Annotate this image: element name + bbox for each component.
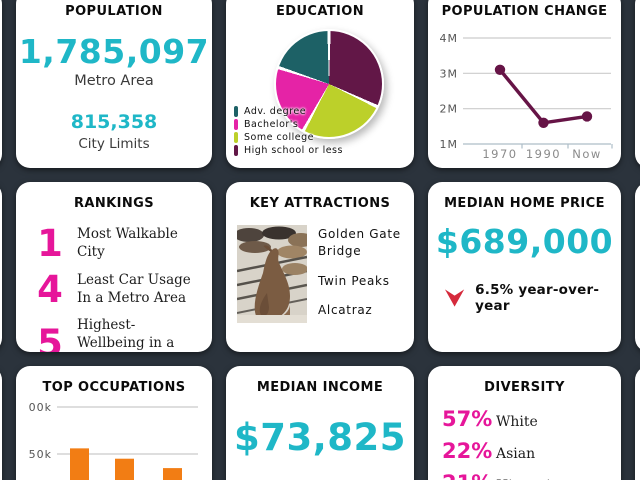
occupations-bar-chart: 00k 50k [29,401,198,480]
rankings-title: RANKINGS [74,196,154,211]
income-card: MEDIAN INCOME $73,825 [226,366,414,480]
legend-label: Bachelor's [244,119,299,130]
education-legend: Adv. degree Bachelor's Some college High… [234,105,343,157]
city-population-label: City Limits [78,135,150,152]
legend-swatch-high-school [234,145,238,156]
diversity-percent: 22% [442,439,493,463]
income-value: $73,825 [233,416,407,459]
x-tick-label: Now [572,147,602,161]
ranking-item: 4 Least Car Usage In a Metro Area [16,271,212,308]
sea-lions-photo [237,225,307,323]
diversity-title: DIVERSITY [484,380,565,395]
attractions-title: KEY ATTRACTIONS [249,196,391,211]
clipped-card-left-row3 [0,366,2,480]
diversity-label: Hispanic or Latino [496,478,607,480]
bar [163,468,182,480]
metro-population-label: Metro Area [74,72,154,89]
rankings-card: RANKINGS 1 Most Walkable City 4 Least Ca… [16,182,212,352]
legend-item: Some college [234,131,343,144]
ranking-label: Least Car Usage In a Metro Area [77,271,191,306]
home-price-value: $689,000 [435,222,614,261]
city-population-value: 815,358 [70,110,158,133]
legend-label: Adv. degree [244,106,307,117]
legend-item: Adv. degree [234,105,343,118]
x-tick-label: 1990 [526,147,561,161]
population-change-title: POPULATION CHANGE [441,4,608,19]
y-tick-label: 3M [440,67,459,80]
data-point [538,117,549,128]
legend-label: Some college [244,132,314,143]
clipped-card-right-row1 [635,0,640,168]
down-arrow-icon [444,289,465,307]
attractions-card: KEY ATTRACTIONS Golden Gate Bridge Twin … [226,182,414,352]
legend-item: Bachelor's [234,118,343,131]
diversity-label: Asian [496,446,536,462]
education-title: EDUCATION [275,4,365,19]
ranking-label: Most Walkable City [77,225,178,260]
diversity-card: DIVERSITY 57% White 22% Asian 21% Hispan… [428,366,621,480]
attraction-item: Alcatraz [318,303,373,318]
y-tick-label: 00k [29,401,52,414]
ranking-number: 5 [37,321,63,352]
legend-item: High school or less [234,144,343,157]
y-tick-label: 4M [440,32,459,45]
clipped-card-left-row1 [0,0,2,168]
home-price-title: MEDIAN HOME PRICE [444,196,605,211]
data-point [494,64,506,76]
diversity-item: 57% White [428,407,621,431]
occupations-card: TOP OCCUPATIONS 00k 50k [16,366,212,480]
bar [70,448,89,480]
diversity-percent: 57% [442,407,493,431]
x-tick-label: 1970 [482,147,517,161]
y-tick-label: 50k [29,448,52,461]
ranking-label: Highest-Wellbeing in a Metro Area [77,317,175,351]
home-price-card: MEDIAN HOME PRICE $689,000 6.5% year-ove… [428,182,621,352]
clipped-card-right-row3 [635,366,640,480]
population-title: POPULATION [65,4,163,19]
education-pie-chart [274,29,384,139]
diversity-percent: 21% [442,471,496,480]
ranking-item: 1 Most Walkable City [16,225,212,262]
legend-swatch-some-college [234,132,238,143]
diversity-label: White [496,414,538,430]
legend-swatch-bachelors [234,119,238,130]
clipped-card-left-row2 [0,182,2,352]
population-card: POPULATION 1,785,097 Metro Area 815,358 … [16,0,212,168]
diversity-item: 22% Asian [428,439,621,463]
education-card: EDUCATION Adv. degree Bachelor's Some co… [226,0,414,168]
ranking-number: 1 [37,222,63,265]
attraction-item: Twin Peaks [318,273,390,288]
attraction-item: Golden Gate Bridge [318,227,401,258]
population-change-line-chart: 4M 3M 2M 1M 1970 1990 Now [440,32,613,161]
population-change-card: POPULATION CHANGE 4M 3M 2M 1M 1970 1990 Now [428,0,621,168]
income-title: MEDIAN INCOME [256,380,384,395]
attractions-list: Golden Gate Bridge Twin Peaks Alcatraz [318,226,414,332]
y-tick-label: 2M [440,103,459,116]
clipped-card-right-row2 [635,182,640,352]
metro-population-value: 1,785,097 [18,32,210,71]
population-line [498,68,588,125]
bar [115,458,134,480]
home-price-change-text: 6.5% year-over-year [475,282,600,314]
y-tick-label: 1M [440,138,459,151]
ranking-item: 5 Highest-Wellbeing in a Metro Area [16,317,212,352]
legend-swatch-adv-degree [234,106,238,117]
legend-label: High school or less [244,145,343,156]
diversity-item: 21% Hispanic or Latino [428,471,621,480]
data-point [581,111,593,122]
ranking-number: 4 [37,268,63,311]
home-price-change: 6.5% year-over-year [444,282,621,314]
occupations-title: TOP OCCUPATIONS [42,380,186,395]
